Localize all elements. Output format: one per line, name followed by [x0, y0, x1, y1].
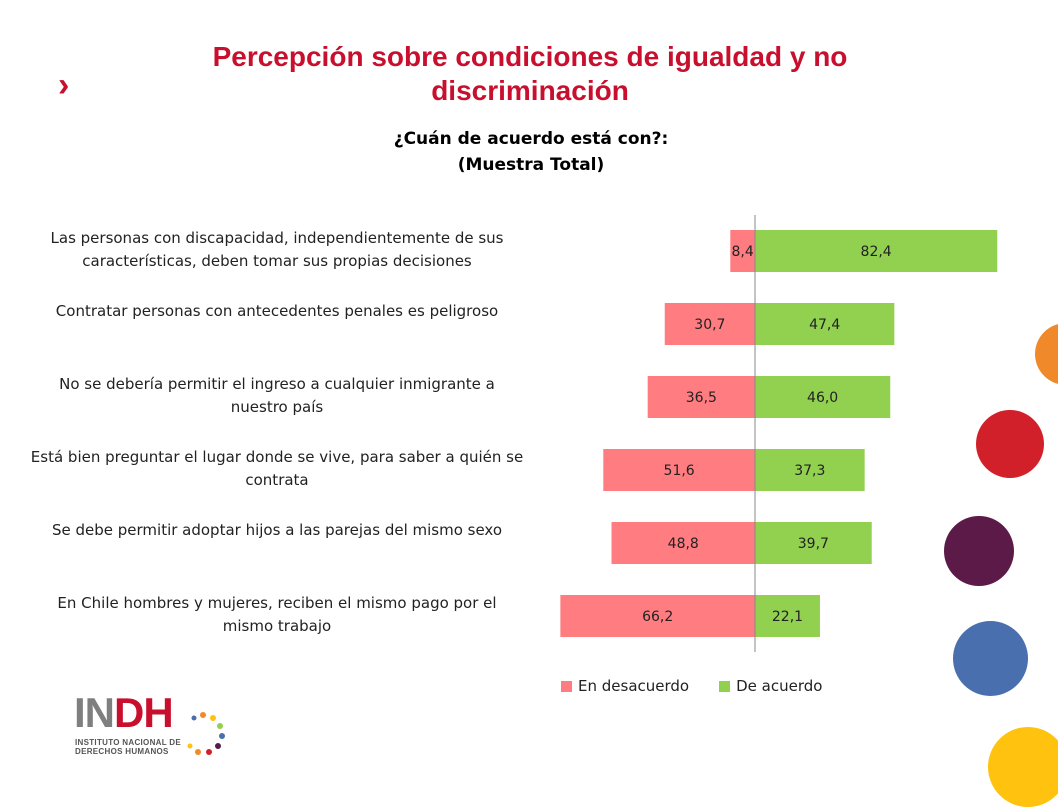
data-label-agree: 47,4 — [809, 317, 840, 333]
bar-disagree — [664, 303, 755, 345]
bar-agree — [755, 303, 895, 345]
bar-disagree — [560, 595, 755, 637]
bar-agree — [755, 522, 872, 564]
indh-logo: INDH INSTITUTO NACIONAL DE DERECHOS HUMA… — [74, 690, 234, 760]
category-label: En Chile hombres y mujeres, reciben el m… — [57, 594, 497, 635]
logo-subtitle-line-2: DERECHOS HUMANOS — [75, 747, 169, 756]
bar-agree — [755, 449, 865, 491]
bar-agree — [755, 230, 998, 272]
decorative-orange-circle — [1035, 323, 1058, 385]
logo-dots-icon — [187, 712, 225, 755]
decorative-yellow-circle — [988, 727, 1058, 807]
category-label: Está bien preguntar el lugar donde se vi… — [30, 448, 524, 489]
chart-title: ¿Cuán de acuerdo está con?: (Muestra Tot… — [300, 126, 762, 178]
chart-legend: En desacuerdo De acuerdo — [561, 677, 852, 695]
legend-item-disagree: En desacuerdo — [561, 677, 689, 695]
data-label-disagree: 30,7 — [694, 317, 725, 333]
data-label-agree: 46,0 — [807, 390, 838, 406]
legend-label-agree: De acuerdo — [736, 677, 823, 695]
bar-disagree — [730, 230, 755, 272]
logo-subtitle-line-1: INSTITUTO NACIONAL DE — [75, 738, 182, 747]
data-label-disagree: 66,2 — [642, 609, 673, 625]
category-label: No se debería permitir el ingreso a cual… — [59, 375, 495, 416]
bar-disagree — [603, 449, 755, 491]
page-title: Percepción sobre condiciones de igualdad… — [212, 41, 848, 106]
decorative-purple-circle — [944, 516, 1014, 586]
chevron-icon: › — [58, 66, 70, 104]
bar-disagree — [611, 522, 755, 564]
data-label-disagree: 51,6 — [664, 463, 695, 479]
data-label-agree: 82,4 — [861, 244, 892, 260]
category-label: Las personas con discapacidad, independi… — [50, 229, 504, 270]
bar-agree — [755, 595, 820, 637]
legend-swatch-disagree — [561, 680, 572, 692]
category-label: Se debe permitir adoptar hijos a las par… — [51, 521, 503, 539]
legend-label-disagree: En desacuerdo — [578, 677, 690, 695]
logo-subtitle: INSTITUTO NACIONAL DE DERECHOS HUMANOS — [75, 738, 195, 756]
data-label-agree: 39,7 — [798, 536, 829, 552]
decorative-blue-circle — [953, 621, 1028, 696]
data-label-agree: 22,1 — [772, 609, 803, 625]
decorative-red-circle — [976, 410, 1044, 478]
logo-wordmark: INDH — [74, 689, 174, 736]
chart-title-line-2: (Muestra Total) — [457, 155, 605, 175]
data-label-disagree: 8,4 — [732, 244, 754, 260]
chart-title-line-1: ¿Cuán de acuerdo está con?: — [393, 129, 669, 149]
legend-item-agree: De acuerdo — [719, 677, 822, 695]
data-label-disagree: 48,8 — [668, 536, 699, 552]
bar-agree — [755, 376, 891, 418]
legend-swatch-agree — [719, 680, 731, 692]
category-label: Contratar personas con antecedentes pena… — [55, 302, 499, 320]
data-label-disagree: 36,5 — [686, 390, 717, 406]
bar-disagree — [647, 376, 755, 418]
data-label-agree: 37,3 — [794, 463, 825, 479]
